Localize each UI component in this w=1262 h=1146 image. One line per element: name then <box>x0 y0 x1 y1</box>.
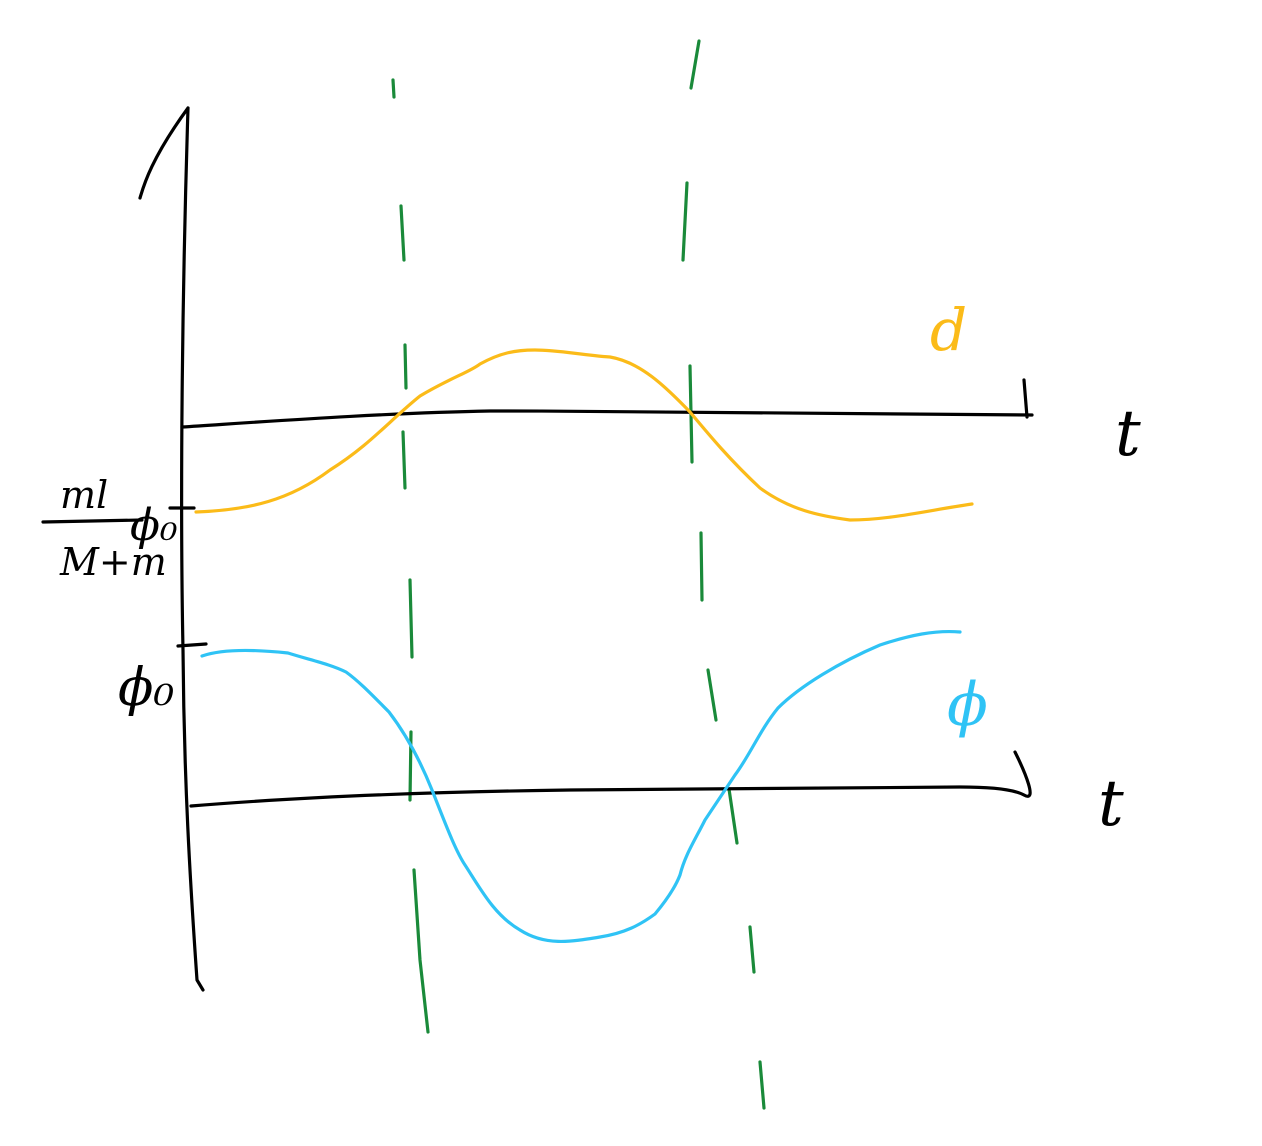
phi0-label-bottom: ϕ₀ <box>118 658 174 718</box>
time-label-top: t <box>1115 397 1141 471</box>
guide-lines <box>391 39 766 1110</box>
labels: t t d ϕ ml M+m ϕ₀ ϕ₀ <box>59 296 1141 841</box>
d-curve <box>194 348 974 522</box>
phi-curve-label: ϕ <box>947 670 988 740</box>
y-axis <box>138 106 205 992</box>
tick-bottom <box>176 642 208 648</box>
fraction-numerator: ml <box>60 473 108 517</box>
time-axis-top <box>180 378 1034 429</box>
guide-line-left <box>391 78 430 1034</box>
time-label-bottom: t <box>1098 767 1124 841</box>
guide-line-right <box>681 39 766 1110</box>
phi-curve <box>200 630 962 943</box>
fraction-denominator: M+m <box>59 540 167 584</box>
fraction-bar <box>41 518 144 524</box>
time-axis-bottom <box>189 750 1032 808</box>
axes <box>41 106 1034 992</box>
phi0-label-top: ϕ₀ <box>130 500 178 551</box>
d-curve-label: d <box>930 296 967 364</box>
